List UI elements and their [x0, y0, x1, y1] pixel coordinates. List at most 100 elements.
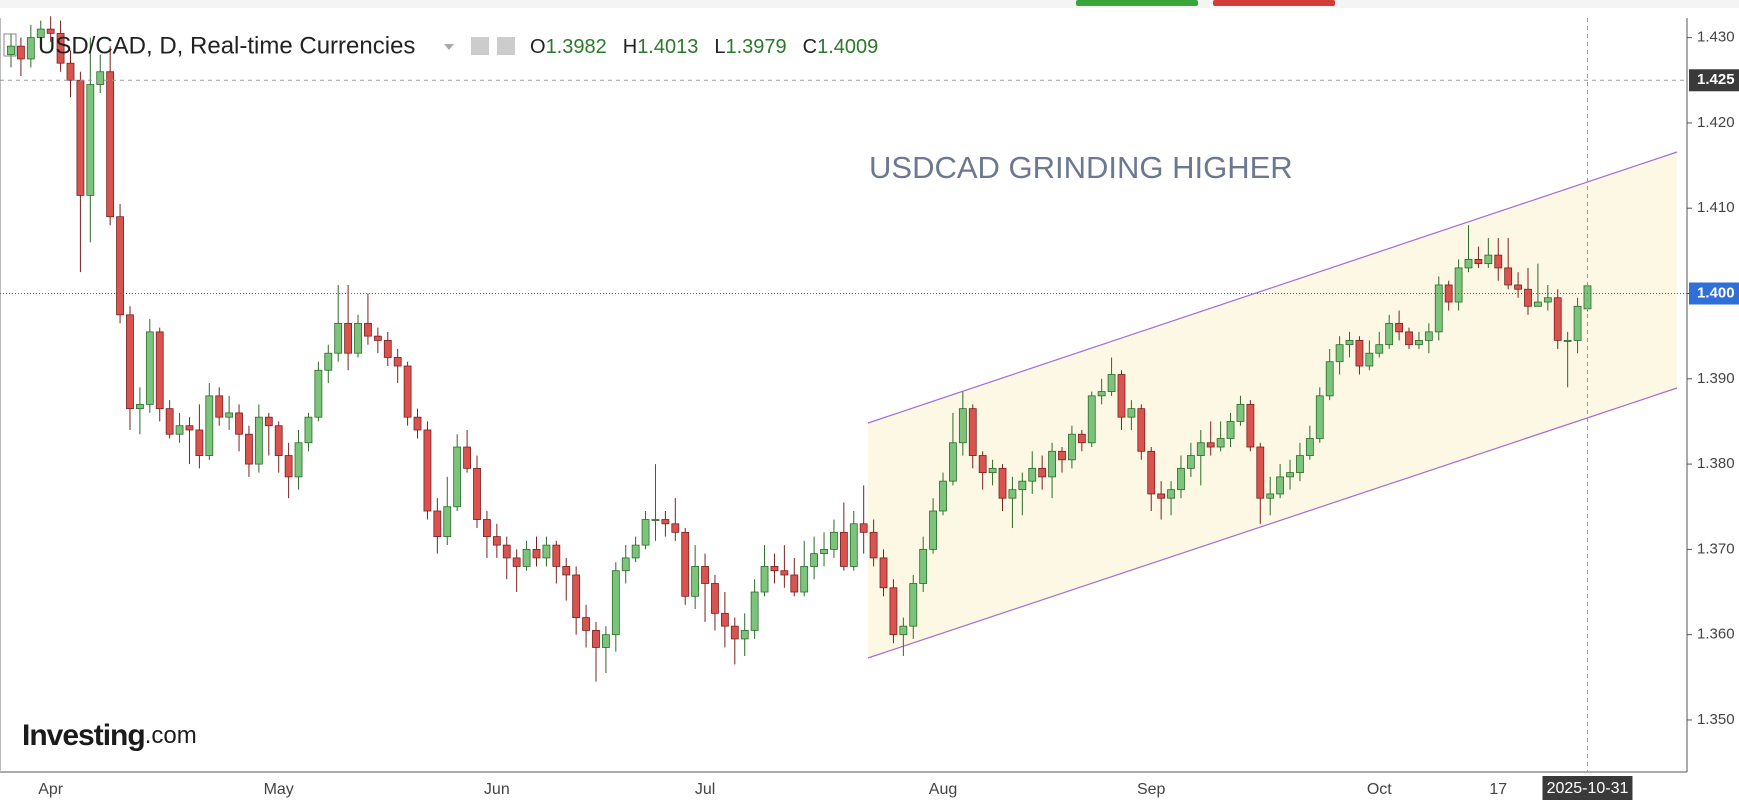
candle-body: [26, 37, 35, 60]
candle-body: [1514, 284, 1522, 290]
candle-body: [185, 425, 194, 431]
candle-body: [1583, 285, 1592, 310]
candle-body: [1008, 489, 1017, 499]
x-tick-label: 17: [1489, 781, 1507, 798]
candle-body: [165, 408, 174, 435]
candle-body: [512, 557, 521, 567]
candle-body: [1454, 267, 1463, 303]
candle-body: [681, 531, 690, 597]
candle-body: [1395, 322, 1403, 333]
candle-body: [1286, 472, 1294, 478]
x-tick-label: 2025-10-31: [1547, 780, 1629, 797]
crosshair-label-box: [1689, 69, 1739, 92]
candle-body: [800, 566, 809, 593]
channel-fill: [868, 152, 1677, 658]
candle-body: [36, 28, 45, 39]
candle-body: [1305, 438, 1314, 456]
candle-body: [830, 531, 838, 550]
candle-body: [552, 544, 561, 567]
candle-body: [1117, 374, 1126, 418]
candle-body: [730, 625, 739, 640]
candle-body: [463, 446, 471, 469]
ohlc-label: L: [714, 36, 725, 58]
candle-body: [155, 331, 164, 410]
buy-button[interactable]: [1076, 0, 1198, 6]
candle-body: [1186, 455, 1195, 469]
candle-body: [562, 566, 571, 576]
candle-body: [126, 314, 134, 410]
candle-body: [750, 591, 759, 631]
candle-body: [215, 395, 224, 418]
candle-body: [7, 45, 15, 56]
candle-body: [1246, 403, 1255, 448]
candle-body: [1107, 374, 1116, 392]
candle-body: [929, 510, 937, 550]
ohlc-value: 1.3979: [725, 36, 786, 58]
y-tick-label: 1.370: [1697, 540, 1735, 557]
candle-body: [135, 403, 144, 410]
candle-body: [651, 519, 660, 521]
y-tick-label: 1.430: [1697, 29, 1735, 46]
ohlc-label: C: [803, 36, 817, 58]
candle-body: [1553, 297, 1562, 341]
eye-icon[interactable]: [471, 37, 489, 55]
candle-body: [1345, 340, 1354, 346]
candle-body: [691, 566, 700, 597]
y-tick-label: 1.420: [1697, 114, 1735, 131]
candle-body: [96, 71, 105, 85]
channel-upper: [867, 151, 1678, 424]
candle-body: [1464, 258, 1473, 269]
candle-body: [820, 548, 828, 555]
candle-body: [413, 416, 422, 431]
candle-body: [1236, 403, 1245, 422]
candle-body: [889, 587, 898, 636]
candle-body: [869, 531, 878, 559]
ohlc-label: O: [530, 36, 546, 58]
candle-body: [1385, 322, 1394, 346]
candle-body: [978, 455, 987, 474]
candle-body: [1355, 340, 1364, 367]
candle-body: [968, 408, 977, 456]
sell-button[interactable]: [1213, 0, 1335, 6]
y-tick-label: 1.390: [1697, 370, 1735, 387]
candle-body: [1256, 446, 1265, 499]
candles: [7, 16, 1592, 682]
candle-body: [899, 625, 908, 636]
ohlc-value: 1.3982: [546, 36, 607, 58]
candle-body: [1424, 331, 1433, 341]
candle-body: [1068, 433, 1076, 461]
candle-body: [1434, 284, 1443, 333]
ohlc-readout: O1.3982 H1.4013 L1.3979 C1.4009: [530, 36, 878, 58]
candle-body: [56, 32, 65, 64]
x-label-box: [1542, 776, 1633, 800]
collapse-icon[interactable]: [3, 33, 17, 57]
candle-body: [582, 617, 590, 631]
dropdown-icon[interactable]: [444, 44, 454, 50]
candle-body: [1058, 450, 1066, 461]
x-tick-label: Jul: [695, 781, 715, 798]
candle-body: [264, 416, 273, 427]
candle-body: [86, 84, 95, 196]
candle-body: [1177, 467, 1185, 491]
price-label-box: [1689, 282, 1739, 305]
candle-body: [1038, 467, 1047, 478]
candle-body: [1226, 421, 1235, 439]
crosshair-label: 1.425: [1697, 71, 1735, 88]
candle-body: [1028, 467, 1037, 482]
candle-body: [909, 583, 918, 627]
candle-body: [939, 480, 947, 512]
y-tick-label: 1.380: [1697, 455, 1735, 472]
candle-body: [1147, 450, 1156, 495]
y-tick-label: 1.410: [1697, 199, 1735, 216]
candle-body: [235, 412, 243, 435]
candle-body: [284, 455, 293, 478]
candle-body: [334, 322, 343, 354]
candle-body: [304, 416, 313, 444]
x-tick-label: May: [264, 781, 294, 798]
candle-body: [1335, 344, 1344, 363]
settings-icon[interactable]: [497, 37, 515, 55]
y-tick-label: 1.360: [1697, 626, 1735, 643]
candle-body: [780, 570, 789, 576]
